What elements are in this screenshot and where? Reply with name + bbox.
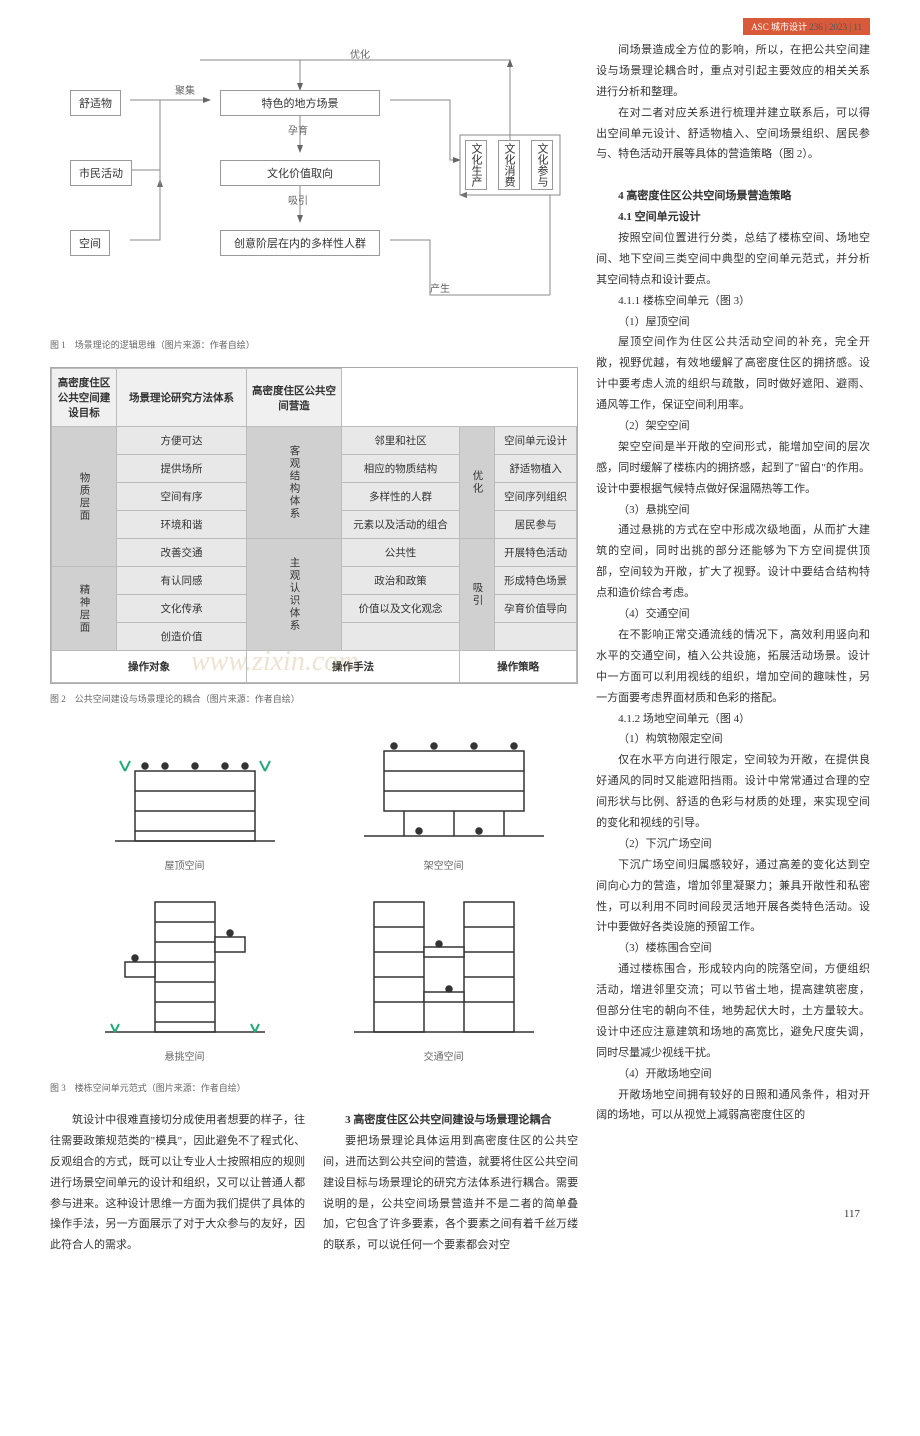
rc-p7: 在不影响正常交通流线的情况下，高效利用竖向和水平的交通空间，植入公共设施，拓展活… [596, 625, 870, 709]
lbl-optimize: 优化 [350, 46, 370, 61]
box-cons: 文化消费 [498, 140, 520, 190]
lbl-produce: 产生 [430, 280, 450, 295]
sec-4123: （3）楼栋围合空间 [596, 938, 870, 959]
rc-p3: 按照空间位置进行分类，总结了楼栋空间、场地空间、地下空间三类空间中典型的空间单元… [596, 228, 870, 291]
figure-3-buildings: 屋顶空间 架空空间 悬挑空间 [50, 721, 578, 1073]
rc-p6: 通过悬挑的方式在空中形成次级地面，从而扩大建筑的空间，同时出挑的部分还能够为下方… [596, 520, 870, 604]
th1: 高密度住区公共空间建设目标 [52, 369, 117, 427]
ft3: 操作策略 [460, 651, 577, 683]
rc-p5: 架空空间是半开敞的空间形式，能增加空间的层次感，同时缓解了楼栋内的拥挤感，起到了… [596, 437, 870, 500]
th3: 高密度住区公共空间营造 [247, 369, 342, 427]
th2: 场景理论研究方法体系 [117, 369, 247, 427]
left-column: 舒适物 市民活动 空间 特色的地方场景 文化价值取向 创意阶层在内的多样性人群 … [50, 40, 578, 1256]
header-issue-bar: ASC 城市设计 236 | 2023 | 11 [743, 18, 870, 35]
body-p1: 筑设计中很难直接切分成使用者想要的样子，往往需要政策规范类的"模具"，因此避免不… [50, 1110, 305, 1256]
page-content: 舒适物 市民活动 空间 特色的地方场景 文化价值取向 创意阶层在内的多样性人群 … [0, 0, 920, 1286]
vh3: 客观结构体系 [247, 427, 342, 539]
rc-p1: 间场景造成全方位的影响，所以，在把公共空间建设与场景理论耦合时，重点对引起主要效… [596, 40, 870, 103]
bldg-piloti: 架空空间 [329, 731, 558, 872]
box-comfort: 舒适物 [70, 90, 121, 116]
box-scene: 特色的地方场景 [220, 90, 380, 116]
sec-412: 4.1.2 场地空间单元（图 4） [596, 709, 870, 730]
bldg-traffic: 交通空间 [329, 892, 558, 1063]
figure-1-flowchart: 舒适物 市民活动 空间 特色的地方场景 文化价值取向 创意阶层在内的多样性人群 … [50, 40, 578, 330]
sec-4114: （4）交通空间 [596, 604, 870, 625]
figure-2-table: 高密度住区公共空间建设目标场景理论研究方法体系高密度住区公共空间营造 物质层面方… [50, 367, 578, 684]
rc-p9: 下沉广场空间归属感较好，通过高差的变化达到空间向心力的营造，增加邻里凝聚力；兼具… [596, 855, 870, 939]
box-space: 空间 [70, 230, 110, 256]
sec-41: 4.1 空间单元设计 [596, 207, 870, 228]
figure-2-caption: 图 2 公共空间建设与场景理论的耦合（图片来源：作者自绘） [50, 692, 578, 705]
sec-4124: （4）开敞场地空间 [596, 1064, 870, 1085]
right-column: 间场景造成全方位的影响，所以，在把公共空间建设与场景理论耦合时，重点对引起主要效… [596, 40, 870, 1256]
body-columns: 筑设计中很难直接切分成使用者想要的样子，往往需要政策规范类的"模具"，因此避免不… [50, 1110, 578, 1256]
vh1: 物质层面 [52, 427, 117, 567]
coupling-table: 高密度住区公共空间建设目标场景理论研究方法体系高密度住区公共空间营造 物质层面方… [51, 368, 577, 683]
lbl-attract: 吸引 [288, 192, 308, 207]
bldg-cantilever: 悬挑空间 [70, 892, 299, 1063]
rc-p4: 屋顶空间作为住区公共活动空间的补充，完全开敞，视野优越，有效地缓解了高密度住区的… [596, 332, 870, 416]
header-logo: ASC [751, 22, 769, 32]
vh5: 优化 [460, 427, 495, 539]
body-col-right: 3 高密度住区公共空间建设与场景理论耦合 要把场景理论具体运用到高密度住区的公共… [323, 1110, 578, 1256]
vh6: 吸引 [460, 539, 495, 651]
figure-1-caption: 图 1 场景理论的逻辑思维（图片来源：作者自绘） [50, 338, 578, 351]
box-part: 文化参与 [531, 140, 553, 190]
box-crowd: 创意阶层在内的多样性人群 [220, 230, 380, 256]
box-activity: 市民活动 [70, 160, 132, 186]
sec-4122: （2）下沉广场空间 [596, 834, 870, 855]
box-value: 文化价值取向 [220, 160, 380, 186]
rc-p2: 在对二者对应关系进行梳理并建立联系后，可以得出空间单元设计、舒适物植入、空间场景… [596, 103, 870, 166]
sec-4121: （1）构筑物限定空间 [596, 729, 870, 750]
sec-4111: （1）屋顶空间 [596, 312, 870, 333]
box-prod: 文化生产 [465, 140, 487, 190]
header-cn: 城市设计 [771, 22, 807, 32]
header-issue: 236 | 2023 | 11 [809, 22, 862, 32]
figure-3-caption: 图 3 楼栋空间单元范式（图片来源：作者自绘） [50, 1081, 578, 1094]
rc-p8: 仅在水平方向进行限定，空间较为开敞，在提供良好通风的同时又能遮阳挡雨。设计中常常… [596, 750, 870, 834]
lbl-breed: 孕育 [288, 122, 308, 137]
sec-4112: （2）架空空间 [596, 416, 870, 437]
bldg-roof: 屋顶空间 [70, 731, 299, 872]
body-col-left: 筑设计中很难直接切分成使用者想要的样子，往往需要政策规范类的"模具"，因此避免不… [50, 1110, 305, 1256]
lbl-gather: 聚集 [175, 82, 195, 97]
rc-p11: 开敞场地空间拥有较好的日照和通风条件，相对开阔的场地，可以从视觉上减弱高密度住区… [596, 1085, 870, 1127]
vh4: 主观认识体系 [247, 539, 342, 651]
rc-p10: 通过楼栋围合，形成较内向的院落空间，方便组织活动，增进邻里交流；可以节省土地，提… [596, 959, 870, 1063]
sec-4: 4 高密度住区公共空间场景营造策略 [596, 186, 870, 207]
body-p2: 要把场景理论具体运用到高密度住区的公共空间，进而达到公共空间的营造，就要将住区公… [323, 1131, 578, 1256]
sec-4113: （3）悬挑空间 [596, 500, 870, 521]
vh2: 精神层面 [52, 567, 117, 651]
page-number: 117 [844, 1208, 860, 1220]
section-3-title: 3 高密度住区公共空间建设与场景理论耦合 [323, 1110, 578, 1131]
sec-411: 4.1.1 楼栋空间单元（图 3） [596, 291, 870, 312]
watermark: www.zixin.com [191, 646, 358, 678]
